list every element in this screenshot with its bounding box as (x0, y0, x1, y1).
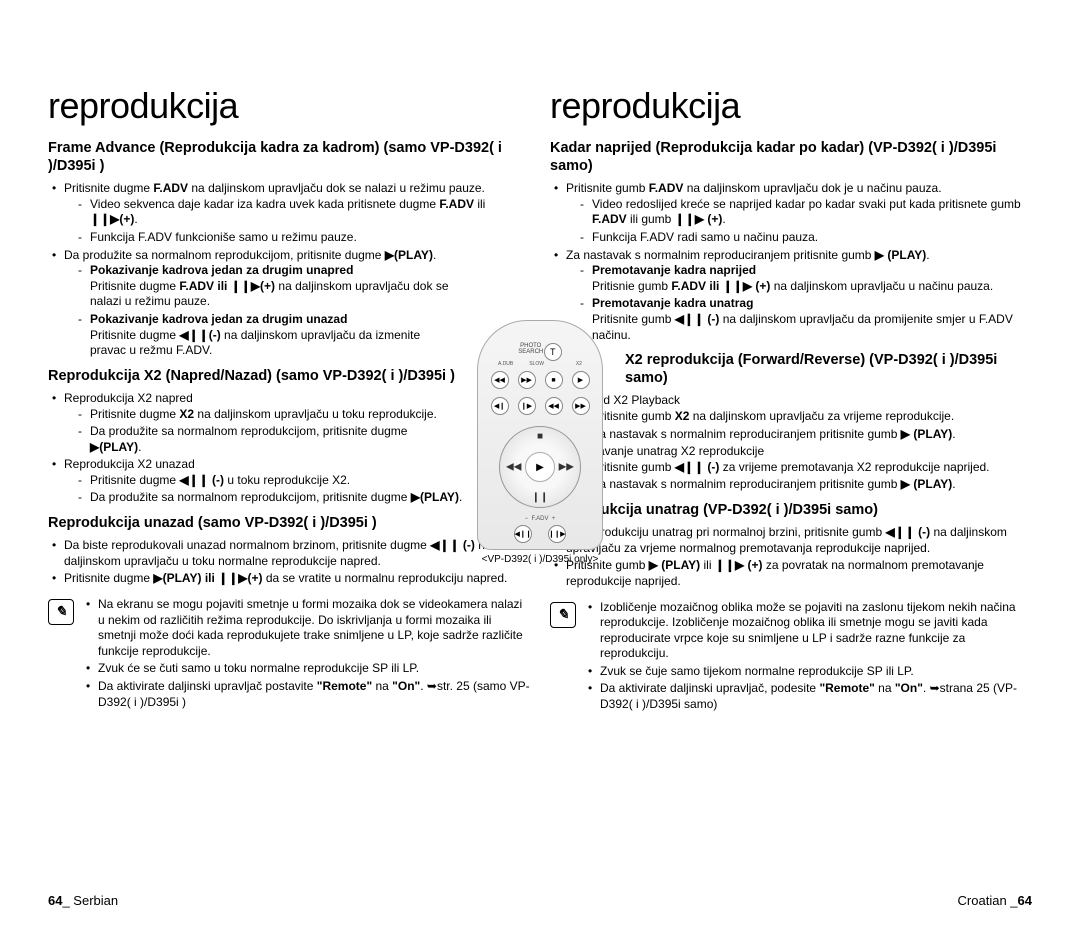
play-icon: ▶ (525, 452, 555, 482)
note-icon: ✎ (48, 599, 74, 625)
list-item: Pritisnite dugme ▶(PLAY) ili ❙❙▶(+) da s… (48, 571, 530, 587)
left-note: ✎ Na ekranu se mogu pojaviti smetnje u f… (48, 597, 530, 712)
footer: 64_ Serbian Croatian _64 (48, 893, 1032, 908)
list-item: Da biste reprodukovali unazad normalnom … (48, 538, 530, 569)
remote-button: ■ (545, 371, 563, 389)
right-sec2-list: Forward X2 Playback Pritisnite gumb X2 n… (550, 393, 1032, 493)
remote-button: ❙❙▶ (548, 525, 566, 543)
list-item: Pokazivanje kadrova jedan za drugim unaz… (64, 312, 455, 359)
right-sec1-heading: Kadar naprijed (Reprodukcija kadar po ka… (550, 139, 1032, 175)
list-item: Na ekranu se mogu pojaviti smetnje u for… (82, 597, 530, 659)
list-item: Funkcija F.ADV funkcioniše samo u režimu… (64, 230, 530, 246)
list-item: Da aktivirate daljinski upravljač, podes… (584, 681, 1032, 712)
list-item: Pritisnite dugme ◀❙❙ (-) u toku reproduk… (64, 473, 530, 489)
remote-button: ◀◀ (545, 397, 563, 415)
list-item: Zvuk će se čuti samo u toku normalne rep… (82, 661, 530, 677)
right-column: reprodukcija Kadar naprijed (Reprodukcij… (550, 85, 1032, 715)
list-item: Da produžite sa normalnom reprodukcijom,… (64, 424, 455, 455)
timer-icon: T (544, 343, 562, 361)
remote-button: ❙▶ (518, 397, 536, 415)
list-item: Izobličenje mozaičnog oblika može se poj… (584, 600, 1032, 662)
left-sec3-heading: Reprodukcija unazad (samo VP-D392( i )/D… (48, 514, 530, 532)
remote-button: ▶▶ (518, 371, 536, 389)
left-sec2-heading: Reprodukcija X2 (Napred/Nazad) (samo VP-… (48, 367, 530, 385)
remote-illustration: PHOTOSEARCH T ◀◀ ▶▶ ■ ▶ A.DUBSLOWX2 ◀❙ ❙… (477, 320, 603, 565)
list-item: Da produžite sa normalnom reprodukcijom,… (64, 490, 530, 506)
list-item: Pritisnite gumb F.ADV na daljinskom upra… (550, 181, 1032, 245)
remote-caption: <VP-D392( i )/D395i only> (477, 554, 603, 565)
list-item: Reprodukcija X2 unazad Pritisnite dugme … (48, 457, 530, 506)
footer-left: 64_ Serbian (48, 893, 118, 908)
remote-dpad: ▶ ■ ❙❙ ◀◀ ▶▶ (499, 426, 581, 508)
right-sec1-list: Pritisnite gumb F.ADV na daljinskom upra… (550, 181, 1032, 343)
remote-button: ▶▶ (572, 397, 590, 415)
list-item: Za nastavak s normalnim reproduciranjem … (566, 427, 1032, 443)
left-column: reprodukcija Frame Advance (Reprodukcija… (48, 85, 530, 715)
list-item: Video sekvenca daje kadar iza kadra uvek… (64, 197, 530, 228)
list-item: Premotavanje kadra unatragPritisnite gum… (566, 296, 1032, 343)
right-sec2-heading: X2 reprodukcija (Forward/Reverse) (VP-D3… (550, 351, 1032, 387)
list-item: Pritisnite dugme F.ADV na daljinskom upr… (48, 181, 530, 245)
remote-button: ▶ (572, 371, 590, 389)
list-item: Za nastavak s normalnim reproduciranjem … (566, 477, 1032, 493)
list-item: Premotavanje kadra naprijedPritisnie gum… (566, 263, 1032, 294)
list-item: Za reprodukciju unatrag pri normalnoj br… (550, 525, 1032, 556)
list-item: Pokazivanje kadrova jedan za drugim unap… (64, 263, 455, 310)
list-item: Da aktivirate daljinski upravljač postav… (82, 679, 530, 710)
remote-button: ◀◀ (491, 371, 509, 389)
list-item: Zvuk se čuje samo tijekom normalne repro… (584, 664, 1032, 680)
right-sec3-list: Za reprodukciju unatrag pri normalnoj br… (550, 525, 1032, 589)
list-item: Za nastavak s normalnim reproduciranjem … (550, 248, 1032, 344)
left-sec1-list: Pritisnite dugme F.ADV na daljinskom upr… (48, 181, 530, 359)
remote-button: ◀❙ (491, 397, 509, 415)
right-note: ✎ Izobličenje mozaičnog oblika može se p… (550, 600, 1032, 715)
footer-right: Croatian _64 (958, 893, 1032, 908)
note-icon: ✎ (550, 602, 576, 628)
list-item: Prmotavanje unatrag X2 reprodukcije Prit… (550, 444, 1032, 493)
list-item: Pritisnite gumb X2 na daljinskom upravlj… (566, 409, 1032, 425)
list-item: Pritisnite gumb ▶ (PLAY) ili ❙❙▶ (+) za … (550, 558, 1032, 589)
list-item: Pritisnite dugme X2 na daljinskom upravl… (64, 407, 455, 423)
right-title: reprodukcija (550, 85, 1032, 127)
left-title: reprodukcija (48, 85, 530, 127)
left-sec1-heading: Frame Advance (Reprodukcija kadra za kad… (48, 139, 530, 175)
page-container: reprodukcija Frame Advance (Reprodukcija… (48, 85, 1032, 715)
left-sec2-list: Reprodukcija X2 napred Pritisnite dugme … (48, 391, 530, 506)
list-item: Forward X2 Playback Pritisnite gumb X2 n… (550, 393, 1032, 442)
left-sec3-list: Da biste reprodukovali unazad normalnom … (48, 538, 530, 587)
list-item: Funkcija F.ADV radi samo u načinu pauza. (566, 230, 1032, 246)
list-item: Video redoslijed kreće se naprijed kadar… (566, 197, 1032, 228)
list-item: Da produžite sa normalnom reprodukcijom,… (48, 248, 530, 359)
right-sec3-heading: Reprodukcija unatrag (VP-D392( i )/D395i… (550, 501, 1032, 519)
remote-button: ◀❙❙ (514, 525, 532, 543)
list-item: Pritisnite gumb ◀❙❙ (-) za vrijeme premo… (566, 460, 1032, 476)
list-item: Reprodukcija X2 napred Pritisnite dugme … (48, 391, 530, 455)
